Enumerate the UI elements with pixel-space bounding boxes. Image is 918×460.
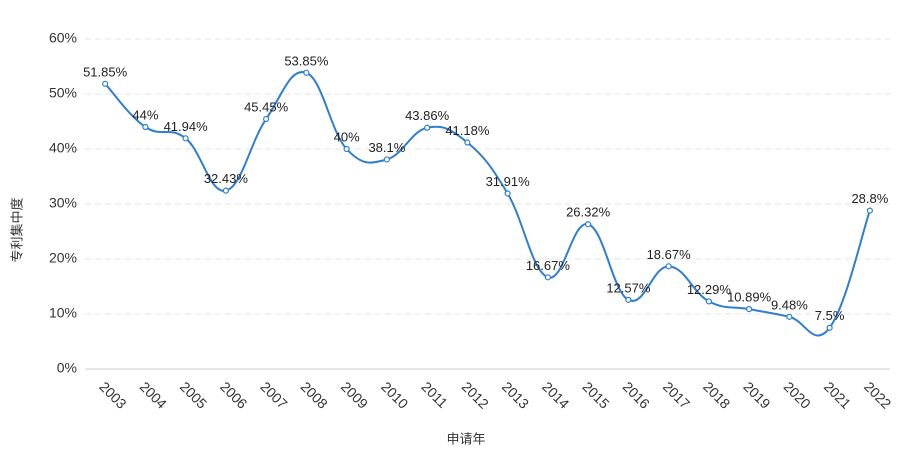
value-label: 41.18% bbox=[445, 123, 490, 138]
value-label: 40% bbox=[334, 129, 360, 144]
point bbox=[343, 145, 350, 153]
point bbox=[826, 324, 833, 331]
value-label: 7.5% bbox=[815, 308, 845, 323]
value-label: 45.45% bbox=[244, 99, 289, 114]
value-label: 18.67% bbox=[647, 247, 692, 262]
value-label: 12.57% bbox=[606, 280, 651, 295]
x-tick-label: 2019 bbox=[740, 378, 773, 411]
point bbox=[263, 115, 270, 123]
point bbox=[786, 313, 793, 320]
x-tick-label: 2010 bbox=[378, 378, 411, 411]
value-label: 26.32% bbox=[566, 205, 611, 220]
point bbox=[705, 298, 712, 305]
value-label: 10.89% bbox=[727, 290, 772, 305]
point bbox=[383, 156, 390, 163]
x-tick-label: 2018 bbox=[700, 378, 733, 411]
y-tick-label: 30% bbox=[49, 195, 77, 211]
y-tick-label: 60% bbox=[49, 30, 77, 46]
x-tick-label: 2020 bbox=[781, 378, 814, 411]
x-tick-label: 2007 bbox=[257, 378, 290, 411]
value-label: 32.43% bbox=[204, 171, 249, 186]
value-label: 9.48% bbox=[771, 297, 808, 312]
point bbox=[303, 69, 310, 76]
point bbox=[544, 274, 551, 281]
x-tick-label: 2012 bbox=[459, 378, 492, 411]
x-tick-label: 2006 bbox=[217, 378, 250, 411]
x-tick-label: 2016 bbox=[620, 378, 653, 411]
x-tick-label: 2011 bbox=[418, 378, 451, 411]
x-tick-label: 2021 bbox=[821, 378, 854, 411]
value-label: 44% bbox=[132, 107, 158, 122]
x-tick-label: 2009 bbox=[338, 378, 371, 411]
point bbox=[182, 135, 189, 142]
value-label: 43.86% bbox=[405, 108, 450, 123]
point bbox=[222, 187, 229, 194]
point bbox=[102, 80, 109, 87]
point bbox=[142, 123, 149, 131]
point bbox=[424, 124, 431, 131]
value-label: 41.94% bbox=[164, 119, 209, 134]
point bbox=[665, 263, 672, 270]
value-label: 51.85% bbox=[83, 64, 128, 79]
value-label: 53.85% bbox=[284, 53, 329, 68]
point bbox=[746, 306, 753, 313]
x-tick-label: 2014 bbox=[539, 378, 572, 411]
point bbox=[625, 296, 632, 303]
y-tick-label: 20% bbox=[49, 250, 77, 266]
x-tick-label: 2022 bbox=[861, 378, 894, 411]
point bbox=[504, 190, 511, 197]
x-axis-title: 申请年 bbox=[446, 431, 485, 446]
x-tick-label: 2017 bbox=[660, 378, 693, 411]
y-tick-label: 10% bbox=[49, 305, 77, 321]
y-tick-label: 40% bbox=[49, 140, 77, 156]
value-label: 16.67% bbox=[526, 258, 571, 273]
point bbox=[585, 221, 592, 228]
point bbox=[464, 139, 471, 146]
value-label: 31.91% bbox=[486, 174, 531, 189]
value-label: 38.1% bbox=[368, 140, 405, 155]
x-tick-label: 2003 bbox=[96, 378, 129, 411]
x-tick-label: 2015 bbox=[579, 378, 612, 411]
x-tick-label: 2008 bbox=[298, 378, 331, 411]
y-tick-label: 50% bbox=[49, 85, 77, 101]
y-axis-title: 专利集中度 bbox=[9, 197, 24, 262]
x-tick-label: 2005 bbox=[177, 378, 210, 411]
value-label: 28.8% bbox=[851, 191, 888, 206]
y-tick-label: 0% bbox=[57, 360, 77, 376]
x-tick-label: 2013 bbox=[499, 378, 532, 411]
x-tick-label: 2004 bbox=[137, 378, 170, 411]
point bbox=[866, 207, 873, 214]
value-label: 12.29% bbox=[687, 282, 732, 297]
